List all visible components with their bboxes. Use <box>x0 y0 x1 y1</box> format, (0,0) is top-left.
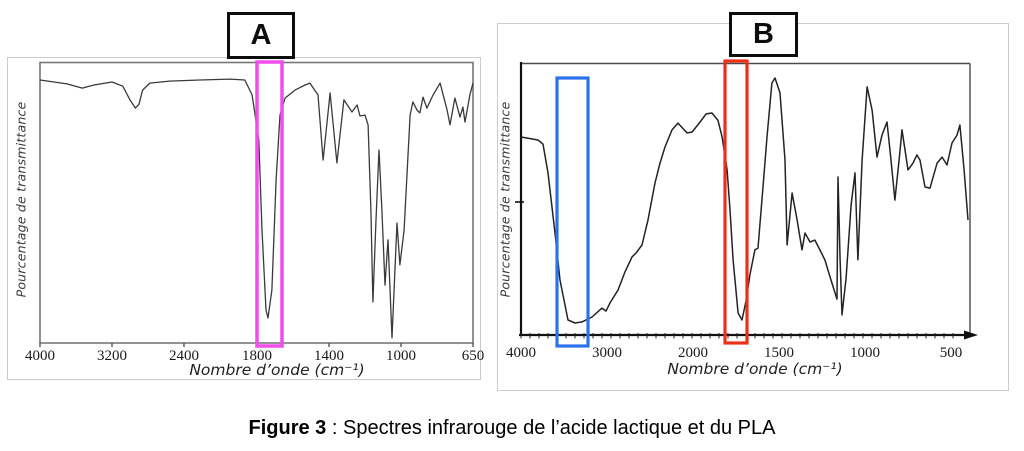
spectrum-B-annotations <box>555 59 749 348</box>
panel-A-label-box: A <box>227 12 295 59</box>
figure-caption: Figure 3 : Spectres infrarouge de l’acid… <box>0 417 1024 440</box>
figure-caption-text: : Spectres infrarouge de l’acide lactiqu… <box>326 417 776 439</box>
spectrum-B-curve <box>520 77 969 324</box>
spectrum-A-y-axis-label: Pourcentage de transmittance <box>13 101 29 298</box>
panel-B-label: B <box>753 18 774 50</box>
magenta-highlight-box <box>255 60 284 348</box>
x-tick-label: 2000 <box>678 345 708 361</box>
x-tick-label: 3200 <box>97 348 127 364</box>
x-tick-label: 1000 <box>850 345 880 361</box>
x-tick-label: 1500 <box>764 345 794 361</box>
x-tick-label: 1000 <box>386 348 416 364</box>
x-tick-label: 1800 <box>242 348 272 364</box>
spectrum-A-x-axis-label: Nombre d’onde (cm⁻¹) <box>189 361 365 379</box>
figure-caption-number: Figure 3 <box>248 417 327 439</box>
panel-A-label: A <box>250 19 272 51</box>
x-tick-label: 4000 <box>25 348 55 364</box>
x-tick-label: 500 <box>939 345 963 361</box>
x-tick-label: 4000 <box>506 345 536 361</box>
x-tick-label: 1400 <box>314 348 344 364</box>
spectrum-B-x-axis-label: Nombre d’onde (cm⁻¹) <box>667 360 843 378</box>
x-tick-label: 3000 <box>592 345 622 361</box>
blue-highlight-box <box>555 76 590 348</box>
panel-B-label-box: B <box>729 12 798 57</box>
spectrum-B-x-axis-arrow <box>964 330 978 340</box>
red-highlight-box <box>723 59 749 345</box>
x-tick-label: 2400 <box>169 348 199 364</box>
x-tick-label: 650 <box>461 348 485 364</box>
spectrum-B-y-axis-label: Pourcentage de transmittance <box>497 101 513 298</box>
spectrum-A-curve <box>39 78 474 339</box>
spectrum-B-minor-ticks <box>520 333 954 339</box>
spectrum-A-annotations <box>255 60 284 348</box>
